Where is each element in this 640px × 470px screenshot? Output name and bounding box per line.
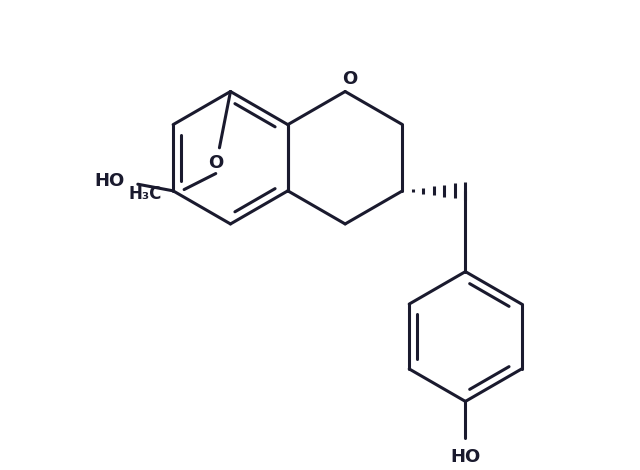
Text: HO: HO	[95, 172, 125, 190]
Text: O: O	[208, 155, 223, 172]
Text: H₃C: H₃C	[129, 185, 162, 203]
Text: O: O	[342, 70, 357, 87]
Text: HO: HO	[451, 448, 481, 466]
